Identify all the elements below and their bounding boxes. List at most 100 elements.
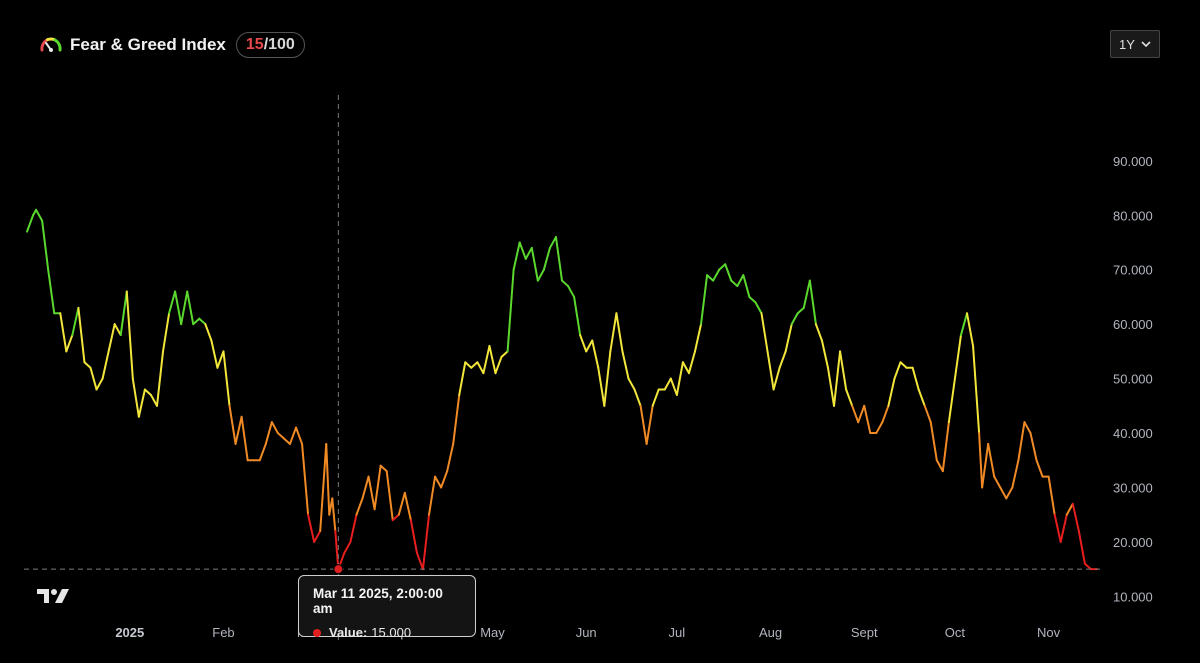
line-segment: [1017, 421, 1026, 462]
line-segment: [663, 377, 672, 391]
line-segment: [972, 344, 981, 435]
page-title: Fear & Greed Index: [70, 35, 226, 54]
line-segment: [307, 513, 316, 543]
range-select-button[interactable]: 1Y: [1110, 30, 1160, 58]
line-segment: [107, 323, 116, 353]
line-segment: [742, 274, 751, 298]
line-segment: [476, 361, 485, 375]
x-tick-label: May: [480, 625, 505, 640]
tooltip-dot-icon: [313, 628, 321, 637]
line-segment: [1077, 530, 1086, 565]
line-segment: [993, 475, 1002, 489]
line-segment: [143, 388, 152, 396]
line-segment: [554, 236, 563, 282]
y-tick-label: 90.000: [1113, 154, 1153, 169]
line-segment: [875, 421, 884, 435]
crosshair-point: [333, 564, 344, 575]
x-tick-label: Sept: [851, 625, 878, 640]
line-segment: [700, 274, 709, 326]
line-segment: [295, 426, 304, 445]
line-segment: [95, 377, 104, 391]
line-segment: [808, 279, 817, 326]
line-segment: [857, 404, 866, 424]
line-segment: [959, 312, 969, 337]
line-segment: [325, 442, 331, 516]
line-segment: [488, 344, 497, 375]
line-segment: [615, 312, 624, 353]
line-segment: [778, 350, 787, 369]
line-segment: [391, 513, 400, 522]
line-segment: [941, 421, 950, 473]
series-line: [26, 208, 1098, 571]
line-segment: [826, 366, 836, 407]
line-segment: [796, 306, 805, 315]
x-tick-label: Aug: [759, 625, 782, 640]
line-segment: [1047, 475, 1056, 516]
line-segment: [282, 437, 291, 445]
line-segment: [446, 442, 455, 473]
line-segment: [385, 470, 394, 522]
crosshair: [24, 95, 1100, 640]
gauge-icon: [40, 37, 62, 52]
line-segment: [814, 323, 823, 342]
line-segment: [820, 339, 829, 369]
line-segment: [35, 208, 44, 222]
line-segment: [712, 268, 721, 282]
line-segment: [597, 366, 606, 407]
line-segment: [379, 464, 388, 473]
line-segment: [83, 361, 92, 369]
line-segment: [192, 317, 201, 326]
line-segment: [162, 312, 171, 353]
line-segment: [204, 323, 213, 342]
y-axis: 90.000 80.000 70.000 60.000 50.000 40.000 30.0…: [1113, 154, 1153, 605]
line-segment: [772, 366, 781, 391]
line-segment: [754, 301, 763, 315]
x-tick-label: 2025: [115, 625, 144, 640]
line-segment: [524, 246, 533, 260]
line-segment: [458, 361, 467, 396]
line-segment: [334, 530, 340, 571]
line-segment: [536, 268, 545, 282]
line-segment: [603, 350, 612, 407]
line-segment: [506, 268, 515, 353]
line-segment: [349, 513, 358, 543]
line-segment: [180, 290, 189, 326]
line-segment: [542, 246, 551, 271]
line-segment: [403, 491, 412, 522]
line-segment: [724, 263, 733, 282]
line-segment: [276, 432, 285, 440]
line-segment: [174, 290, 183, 326]
line-segment: [125, 290, 134, 380]
line-segment: [313, 530, 322, 543]
line-segment: [155, 350, 165, 407]
y-tick-label: 40.000: [1113, 426, 1153, 441]
line-segment: [434, 475, 443, 489]
y-tick-label: 50.000: [1113, 372, 1153, 387]
x-tick-label: Oct: [945, 625, 966, 640]
line-segment: [361, 475, 370, 500]
line-segment: [748, 295, 757, 304]
line-segment: [953, 334, 962, 380]
line-segment: [47, 268, 56, 315]
line-segment: [1035, 459, 1044, 478]
line-segment: [621, 350, 630, 380]
line-segment: [71, 306, 80, 337]
x-tick-label: Nov: [1037, 625, 1061, 640]
chevron-down-icon: [1141, 40, 1151, 47]
line-segment: [881, 404, 890, 424]
line-segment: [917, 388, 926, 407]
crosshair-tooltip: Mar 11 2025, 2:00:00 am Value: 15.000: [298, 575, 476, 640]
line-segment: [693, 323, 703, 353]
line-segment: [887, 377, 896, 407]
line-segment: [999, 486, 1008, 500]
line-segment: [228, 404, 237, 445]
chart-header: Fear & Greed Index 15 /100: [38, 28, 305, 62]
line-segment: [573, 295, 582, 337]
line-segment: [718, 263, 727, 271]
score-max: /100: [263, 36, 295, 53]
line-segment: [240, 415, 249, 462]
line-segment: [1023, 421, 1032, 435]
line-segment: [137, 388, 146, 418]
line-segment: [530, 246, 539, 282]
